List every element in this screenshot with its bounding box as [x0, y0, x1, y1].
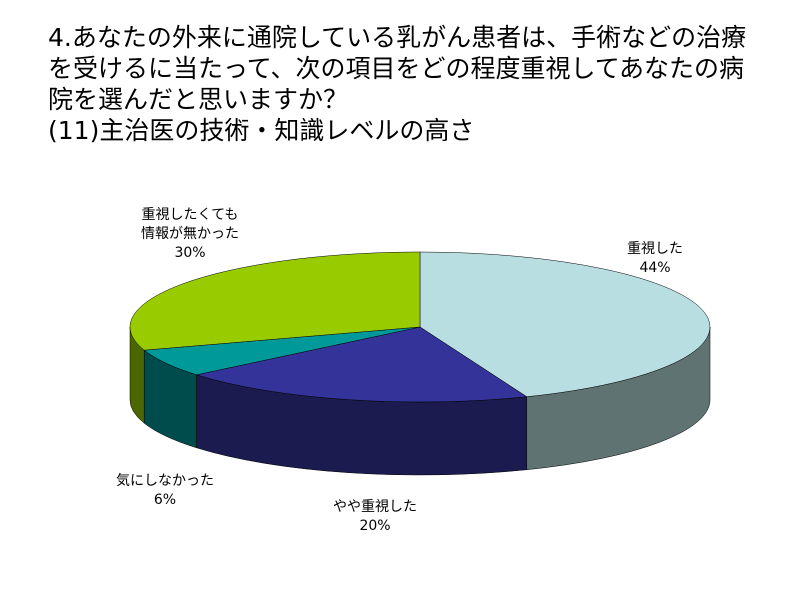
slice-label: 重視した 44% — [603, 240, 707, 278]
pie-slice — [419, 251, 711, 397]
category-label: やや重視した — [333, 499, 417, 515]
chart-subtitle: (11)主治医の技術・知識レベルの高さ — [48, 116, 475, 145]
value-label: 30% — [174, 245, 206, 261]
pie-slice — [195, 326, 528, 403]
value-label: 6% — [153, 492, 177, 508]
value-label: 20% — [359, 518, 391, 534]
chart-title: 4.あなたの外来に通院している乳がん患者は、手術などの治療を受けるに当たって、次… — [48, 23, 747, 114]
slice-label: 気にしなかった 6% — [113, 472, 217, 510]
category-label: 気にしなかった — [116, 473, 214, 489]
slice-label: やや重視した 20% — [323, 498, 427, 536]
pie-slice — [129, 251, 421, 351]
title-block: 4.あなたの外来に通院している乳がん患者は、手術などの治療を受けるに当たって、次… — [48, 22, 753, 146]
category-label: 重視した — [627, 241, 683, 257]
value-label: 44% — [639, 260, 671, 276]
slice-label: 重視したくても情報が無かった 30% — [138, 206, 242, 263]
category-label: 重視したくても情報が無かった — [141, 207, 239, 242]
